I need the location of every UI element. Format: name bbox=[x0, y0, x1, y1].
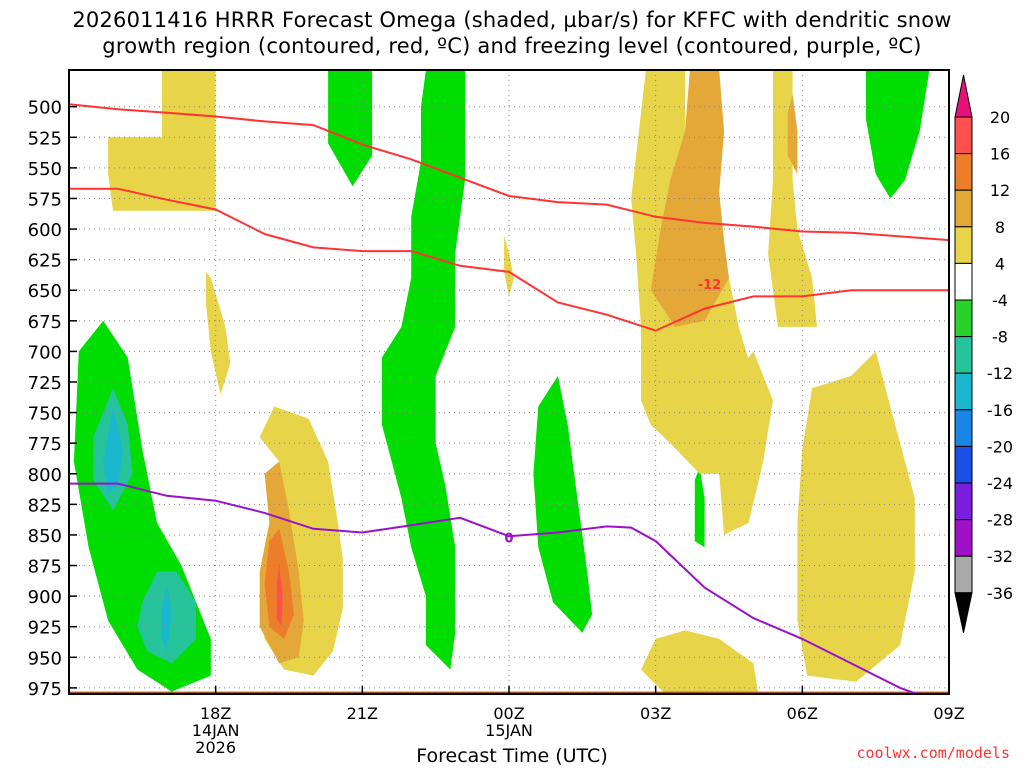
colorbar-top-cap bbox=[954, 74, 973, 118]
omega-region-8 bbox=[694, 467, 705, 548]
contour-line-0 bbox=[69, 103, 949, 242]
colorbar-segment-4 bbox=[954, 262, 973, 301]
y-tick-label-3: 575 bbox=[28, 189, 62, 210]
y-tick-label-2: 550 bbox=[28, 159, 62, 180]
y-tick-label-19: 975 bbox=[28, 679, 62, 700]
colorbar-label-5: -4 bbox=[992, 291, 1008, 310]
omega-region-9 bbox=[865, 70, 930, 199]
x-tick-label-3-0: 03Z bbox=[640, 704, 671, 723]
colorbar-segment-1 bbox=[954, 153, 973, 191]
colorbar-segment-11 bbox=[954, 519, 973, 557]
omega-region-11 bbox=[108, 70, 216, 211]
y-tick-label-14: 850 bbox=[28, 526, 62, 547]
omega-region-12 bbox=[205, 271, 231, 395]
colorbar-label-2: 12 bbox=[990, 181, 1010, 200]
colorbar-segment-2 bbox=[954, 189, 973, 228]
colorbar-label-7: -12 bbox=[987, 364, 1013, 383]
colorbar-segment-3 bbox=[954, 226, 973, 264]
y-tick-label-6: 650 bbox=[28, 281, 62, 302]
colorbar-label-13: -36 bbox=[987, 584, 1013, 603]
contour-line-2 bbox=[69, 482, 921, 694]
x-tick-label-1-0: 21Z bbox=[347, 704, 378, 723]
y-tick-label-1: 525 bbox=[28, 128, 62, 149]
omega-region-17 bbox=[768, 70, 817, 327]
x-tick-label-0-1: 14JAN bbox=[192, 721, 240, 740]
contour-label-1: -12 bbox=[698, 278, 722, 293]
omega-region-18 bbox=[797, 351, 915, 682]
colorbar-label-0: 20 bbox=[990, 108, 1010, 127]
colorbar-segment-6 bbox=[954, 336, 973, 374]
y-tick-label-8: 700 bbox=[28, 342, 62, 363]
colorbar-segment-8 bbox=[954, 409, 973, 447]
colorbar-segment-10 bbox=[954, 482, 973, 521]
x-tick-label-0-0: 18Z bbox=[200, 704, 231, 723]
colorbar-label-3: 8 bbox=[995, 218, 1005, 237]
x-tick-label-0-2: 2026 bbox=[195, 738, 236, 757]
contour-line-1 bbox=[69, 187, 949, 332]
y-tick-label-4: 600 bbox=[28, 220, 62, 241]
y-tick-label-5: 625 bbox=[28, 251, 62, 272]
colorbar-label-8: -16 bbox=[987, 401, 1013, 420]
colorbar-segment-5 bbox=[954, 299, 973, 338]
x-tick-label-2-1: 15JAN bbox=[485, 721, 533, 740]
y-tick-label-12: 800 bbox=[28, 465, 62, 486]
y-tick-label-11: 775 bbox=[28, 434, 62, 455]
omega-region-7 bbox=[533, 375, 593, 633]
omega-region-22 bbox=[787, 94, 798, 174]
colorbar-label-6: -8 bbox=[992, 328, 1008, 347]
credit-text: coolwx.com/models bbox=[856, 744, 1010, 762]
omega-region-4 bbox=[161, 583, 172, 652]
contour-label-2: 0 bbox=[504, 531, 513, 546]
plot-area: -12 0 bbox=[69, 70, 949, 694]
colorbar-label-4: 4 bbox=[995, 254, 1005, 273]
colorbar-label-11: -28 bbox=[987, 511, 1013, 530]
y-tick-label-13: 825 bbox=[28, 495, 62, 516]
chart-title-line-2: growth region (contoured, red, ºC) and f… bbox=[102, 34, 922, 58]
y-tick-label-10: 750 bbox=[28, 404, 62, 425]
omega-region-3 bbox=[103, 406, 123, 493]
y-tick-label-7: 675 bbox=[28, 312, 62, 333]
y-tick-label-9: 725 bbox=[28, 373, 62, 394]
chart-title-line-1: 2026011416 HRRR Forecast Omega (shaded, … bbox=[72, 8, 952, 32]
y-tick-label-18: 950 bbox=[28, 648, 62, 669]
colorbar-segment-0 bbox=[954, 116, 973, 155]
x-tick-label-2-0: 00Z bbox=[493, 704, 524, 723]
y-tick-label-15: 875 bbox=[28, 557, 62, 578]
colorbar-segment-9 bbox=[954, 445, 973, 484]
colorbar-bottom-cap bbox=[954, 592, 973, 633]
x-axis-label: Forecast Time (UTC) bbox=[416, 745, 608, 767]
y-tick-label-0: 500 bbox=[28, 98, 62, 119]
omega-region-19 bbox=[641, 630, 759, 694]
omega-region-5 bbox=[328, 70, 373, 187]
colorbar-segment-7 bbox=[954, 372, 973, 411]
y-tick-label-16: 900 bbox=[28, 587, 62, 608]
colorbar-label-9: -20 bbox=[987, 437, 1013, 456]
colorbar-label-10: -24 bbox=[987, 474, 1013, 493]
colorbar-label-12: -32 bbox=[987, 547, 1013, 566]
x-tick-label-4-0: 06Z bbox=[787, 704, 818, 723]
colorbar-label-1: 16 bbox=[990, 145, 1010, 164]
x-tick-label-5-0: 09Z bbox=[933, 704, 964, 723]
omega-region-16 bbox=[719, 351, 773, 535]
colorbar-segment-12 bbox=[954, 555, 973, 594]
y-tick-label-17: 925 bbox=[28, 618, 62, 639]
